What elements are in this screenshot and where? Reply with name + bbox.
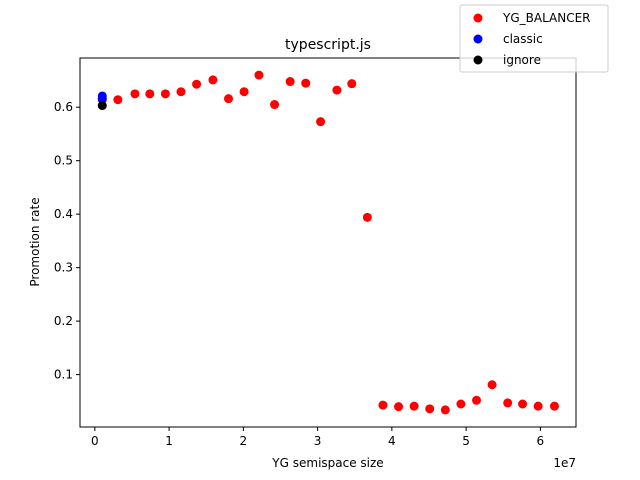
legend-label-ignore: ignore bbox=[503, 53, 541, 67]
data-point-yg-balancer bbox=[487, 380, 497, 390]
data-point-yg-balancer bbox=[270, 100, 280, 110]
data-point-classic bbox=[97, 94, 107, 104]
data-point-yg-balancer bbox=[549, 401, 559, 411]
x-tick-label: 6 bbox=[537, 434, 545, 448]
legend-marker-classic bbox=[473, 34, 483, 44]
points-layer bbox=[97, 70, 559, 415]
legend-label-classic: classic bbox=[503, 32, 543, 46]
data-point-yg-balancer bbox=[301, 78, 311, 88]
data-point-yg-balancer bbox=[347, 79, 357, 89]
data-point-yg-balancer bbox=[239, 87, 249, 97]
x-axis-label: YG semispace size bbox=[271, 456, 383, 470]
x-tick-label: 3 bbox=[314, 434, 322, 448]
data-point-yg-balancer bbox=[145, 89, 155, 99]
data-point-yg-balancer bbox=[440, 405, 450, 415]
x-tick-label: 2 bbox=[240, 434, 248, 448]
legend-marker-ignore bbox=[473, 55, 483, 65]
y-tick-label: 0.6 bbox=[54, 100, 73, 114]
data-point-yg-balancer bbox=[160, 89, 170, 99]
data-point-yg-balancer bbox=[409, 401, 419, 411]
data-point-yg-balancer bbox=[208, 75, 218, 85]
data-point-yg-balancer bbox=[362, 212, 372, 222]
data-point-yg-balancer bbox=[518, 399, 528, 409]
x-tick-label: 4 bbox=[388, 434, 396, 448]
ticks-layer: 0 1 2 3 4 5 6 0.1 0.2 0.3 0.4 0.5 0.6 bbox=[54, 100, 544, 448]
plot-area-frame bbox=[79, 57, 577, 428]
y-axis-label: Promotion rate bbox=[28, 197, 42, 286]
data-point-yg-balancer bbox=[224, 94, 234, 104]
data-point-yg-balancer bbox=[425, 404, 435, 414]
data-point-yg-balancer bbox=[192, 79, 202, 89]
data-point-yg-balancer bbox=[176, 87, 186, 97]
data-point-yg-balancer bbox=[316, 117, 326, 127]
x-tick-label: 1 bbox=[165, 434, 173, 448]
data-point-yg-balancer bbox=[503, 398, 513, 408]
data-point-yg-balancer bbox=[472, 395, 482, 405]
y-tick-label: 0.2 bbox=[54, 314, 73, 328]
data-point-yg-balancer bbox=[394, 402, 404, 412]
legend-box bbox=[459, 4, 609, 73]
y-tick-label: 0.4 bbox=[54, 207, 73, 221]
data-point-yg-balancer bbox=[533, 401, 543, 411]
data-point-yg-balancer bbox=[332, 85, 342, 95]
y-tick-label: 0.1 bbox=[54, 368, 73, 382]
data-point-yg-balancer bbox=[456, 399, 466, 409]
legend-marker-yg-balancer bbox=[473, 13, 483, 23]
data-point-yg-balancer bbox=[130, 89, 140, 99]
y-tick-label: 0.3 bbox=[54, 261, 73, 275]
y-tick-label: 0.5 bbox=[54, 154, 73, 168]
x-axis-offset-label: 1e7 bbox=[553, 456, 576, 470]
data-point-ignore bbox=[97, 101, 107, 111]
data-point-yg-balancer bbox=[254, 70, 264, 80]
legend-label-yg-balancer: YG_BALANCER bbox=[502, 11, 591, 25]
x-tick-label: 0 bbox=[91, 434, 99, 448]
data-point-yg-balancer bbox=[113, 95, 123, 105]
x-tick-label: 5 bbox=[462, 434, 470, 448]
data-point-yg-balancer bbox=[378, 400, 388, 410]
chart-title: typescript.js bbox=[285, 37, 371, 53]
legend: YG_BALANCER classic ignore bbox=[459, 4, 609, 73]
data-point-yg-balancer bbox=[285, 77, 295, 87]
